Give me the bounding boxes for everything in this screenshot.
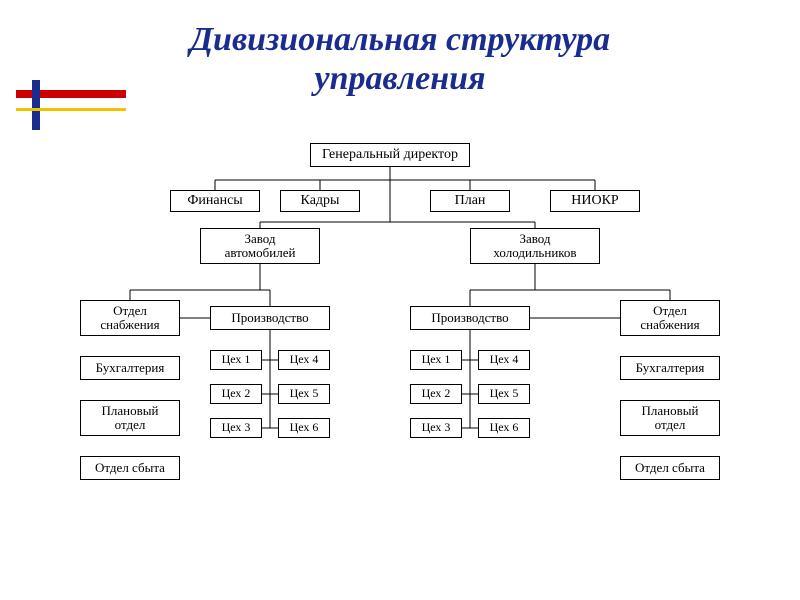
node-snab1: Отдел снабжения: [80, 300, 180, 336]
deco-bar-yellow: [16, 108, 126, 111]
node-c2_1: Цех 1: [410, 350, 462, 370]
node-c1_2: Цех 2: [210, 384, 262, 404]
node-zavod2: Завод холодильников: [470, 228, 600, 264]
node-kadr: Кадры: [280, 190, 360, 212]
node-c2_4: Цех 4: [478, 350, 530, 370]
node-c2_3: Цех 3: [410, 418, 462, 438]
deco-bar-blue: [32, 80, 40, 130]
node-gen: Генеральный директор: [310, 143, 470, 167]
node-c2_6: Цех 6: [478, 418, 530, 438]
node-c1_5: Цех 5: [278, 384, 330, 404]
deco-corner: [16, 80, 126, 130]
node-c2_5: Цех 5: [478, 384, 530, 404]
node-zavod1: Завод автомобилей: [200, 228, 320, 264]
node-c1_6: Цех 6: [278, 418, 330, 438]
node-prod2: Производство: [410, 306, 530, 330]
node-plot2: Плановый отдел: [620, 400, 720, 436]
node-niokr: НИОКР: [550, 190, 640, 212]
node-c2_2: Цех 2: [410, 384, 462, 404]
node-sbyt1: Отдел сбыта: [80, 456, 180, 480]
node-buh2: Бухгалтерия: [620, 356, 720, 380]
node-fin: Финансы: [170, 190, 260, 212]
node-c1_4: Цех 4: [278, 350, 330, 370]
node-snab2: Отдел снабжения: [620, 300, 720, 336]
node-plan: План: [430, 190, 510, 212]
node-buh1: Бухгалтерия: [80, 356, 180, 380]
node-plot1: Плановый отдел: [80, 400, 180, 436]
node-c1_3: Цех 3: [210, 418, 262, 438]
node-sbyt2: Отдел сбыта: [620, 456, 720, 480]
title-line1: Дивизиональная структура: [0, 20, 800, 59]
node-c1_1: Цех 1: [210, 350, 262, 370]
node-prod1: Производство: [210, 306, 330, 330]
